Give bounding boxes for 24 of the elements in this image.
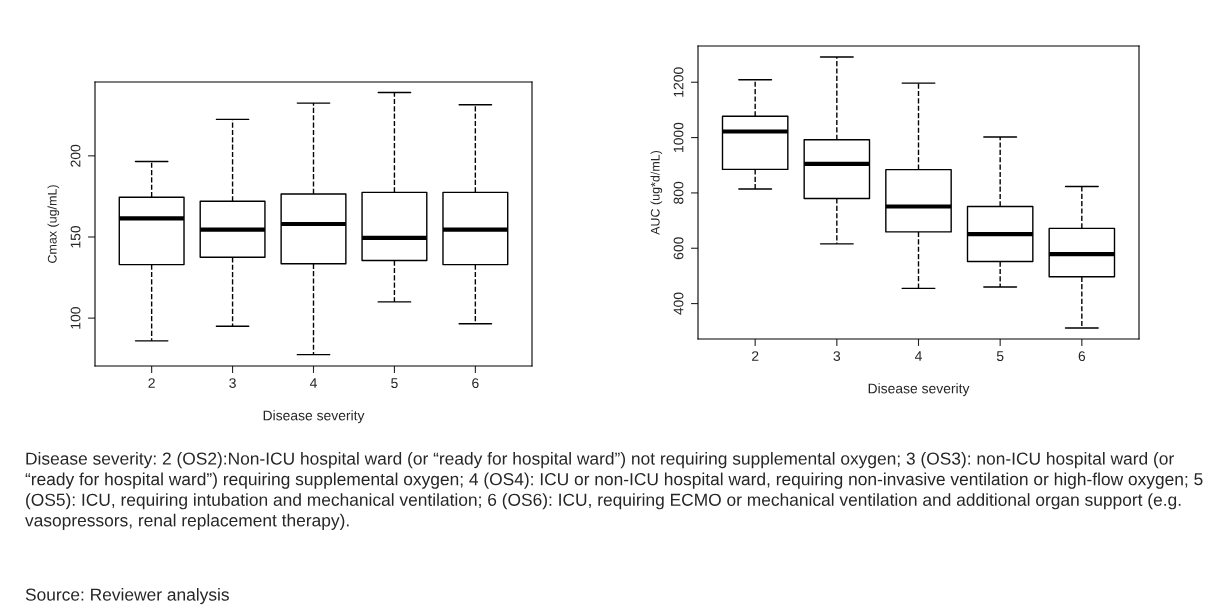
x-tick-label: 4 [914,351,922,361]
y-axis-title: Cmax (ug/mL) [47,185,60,263]
y-tick-label: 1200 [673,67,684,97]
y-tick-label: 600 [673,237,684,260]
y-tick-label: 100 [70,307,81,329]
x-tick-label: 3 [229,378,236,389]
x-tick-label: 6 [472,378,479,389]
y-tick-label: 200 [70,144,81,167]
x-tick-label: 3 [833,351,841,362]
x-tick-label: 5 [996,351,1004,362]
x-tick-label: 5 [391,378,398,389]
y-tick-label: 1000 [673,122,684,152]
y-tick-label: 400 [673,292,684,315]
source-note: Source: Reviewer analysis [25,588,229,605]
x-tick-label: 2 [752,351,759,361]
x-tick-label: 6 [1078,351,1086,362]
x-tick-label: 4 [309,378,317,388]
x-axis-title: Disease severity [868,383,970,397]
x-axis-title: Disease severity [263,410,365,424]
y-axis-title: AUC (ug*d/mL) [650,150,663,235]
y-tick-label: 150 [70,225,81,248]
y-tick-label: 800 [673,181,684,204]
x-tick-label: 2 [148,378,155,388]
text: Disease severity: 2 (OS2):Non-ICU hospital ward (or “ready for hospital ward”) not requiring supplemental oxygen; 3 (OS3): non-ICU hospital ward (or “ready for hospital ward”) requiring supplemental oxygen; 4 (OS4): ICU or non-ICU hospital ward, requiring non-invasive ventilation or high-flow oxygen; 5 (OS5): ICU, requiring intubation and mechanical ventilation; 6 (OS6): ICU, requiring ECMO or mechanical ventilation and additional organ support (e.g. vasopressors, renal replacement therapy). [25,452,1203,530]
